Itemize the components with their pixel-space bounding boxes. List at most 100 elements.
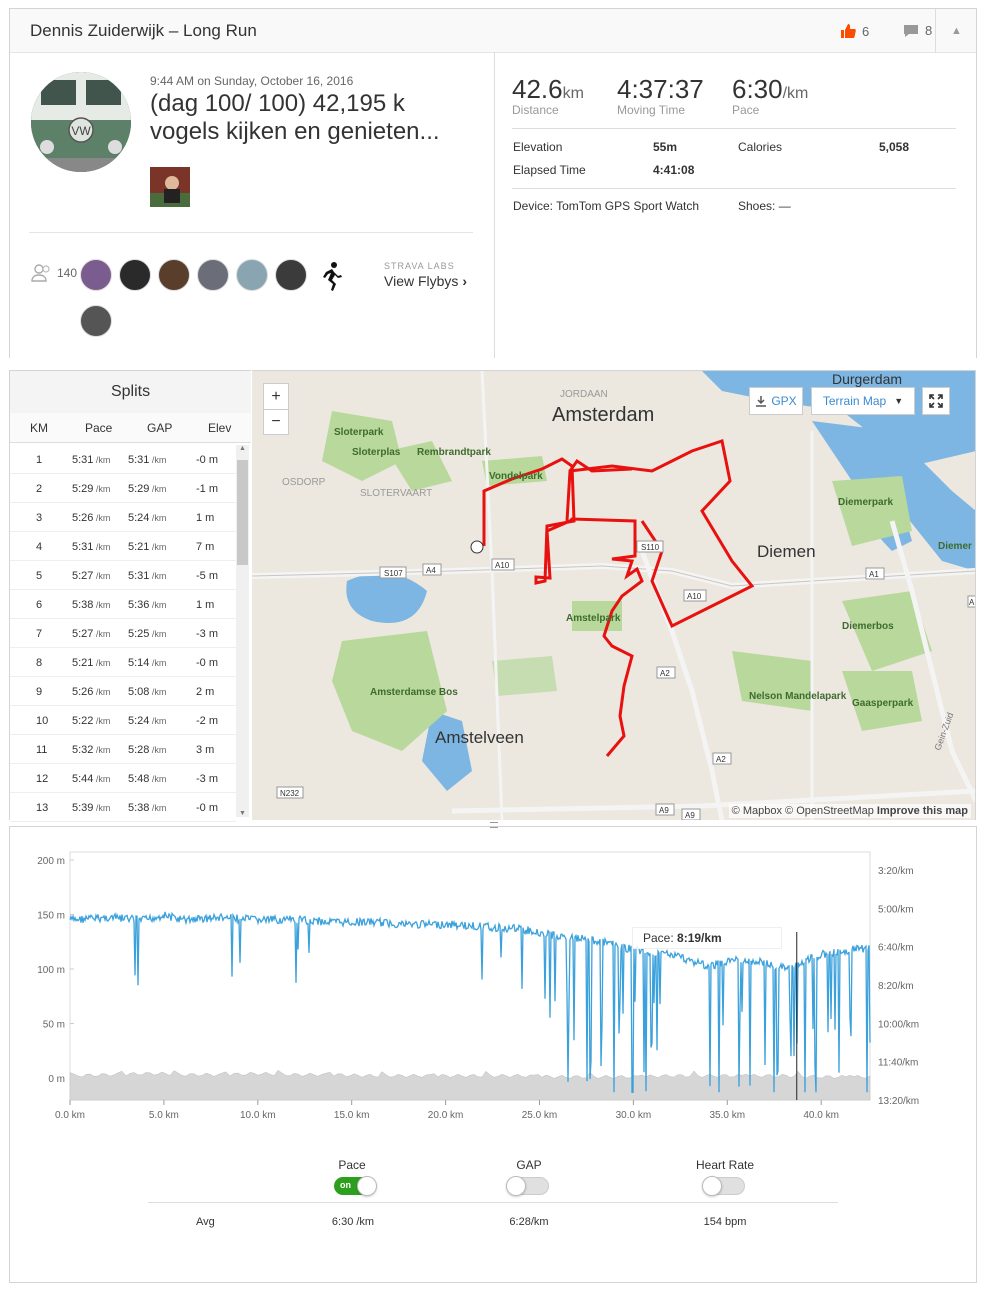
pace-value: 6:30 (732, 74, 783, 104)
split-km: 1 (36, 454, 43, 466)
pace-tooltip: Pace: 8:19/km (632, 927, 782, 949)
y-tick-label: 100 m (37, 965, 65, 976)
kudos-button[interactable]: 6 (840, 23, 869, 39)
y2-tick-label: 3:20/km (878, 866, 914, 877)
place-label: Amstelveen (435, 728, 524, 747)
col-pace: Pace (85, 421, 113, 435)
gap-toggle-label: GAP (516, 1158, 542, 1172)
split-pace: 5:31 /km (72, 454, 111, 466)
athlete-avatar-7[interactable] (80, 305, 112, 337)
x-tick-label: 5.0 km (149, 1110, 179, 1121)
split-pace: 5:38 /km (72, 599, 111, 611)
gap-toggle[interactable] (506, 1176, 549, 1196)
calories-value: 5,058 (879, 140, 910, 154)
split-row[interactable]: 9 5:26 /km 5:08 /km 2 m (10, 677, 236, 706)
x-tick-label: 40.0 km (803, 1110, 839, 1121)
stat-moving-time: 4:37:37 Moving Time (617, 74, 704, 117)
gpx-download-button[interactable]: GPX (749, 387, 803, 415)
split-row[interactable]: 8 5:21 /km 5:14 /km -0 m (10, 648, 236, 677)
place-label: Diemerbos (842, 621, 894, 632)
road-label: A2 (660, 669, 670, 678)
activity-title[interactable]: (dag 100/ 100) 42,195 k vogels kijken en… (150, 90, 440, 145)
split-gap: 5:24 /km (128, 512, 167, 524)
group-athletes[interactable]: 140 (31, 264, 77, 282)
route-map[interactable]: Amsterdam Diemen Amstelveen Durgerdam Sl… (252, 370, 976, 820)
map-attribution: © Mapbox © OpenStreetMap Improve this ma… (728, 804, 971, 818)
athlete-avatar[interactable]: VW (31, 72, 131, 172)
strava-labs-label: STRAVA LABS (384, 261, 455, 271)
zoom-in-button[interactable]: + (264, 384, 288, 410)
resize-handle-icon[interactable] (490, 822, 498, 828)
athlete-avatar-6[interactable] (275, 259, 307, 291)
heart-rate-toggle[interactable] (702, 1176, 745, 1196)
splits-scroll-thumb[interactable] (237, 460, 248, 565)
activity-photo[interactable] (150, 167, 190, 207)
pace-toggle[interactable]: on (334, 1176, 377, 1196)
road-label: S107 (384, 569, 403, 578)
splits-scrollbar[interactable]: ▲ ▼ (236, 445, 249, 817)
split-row[interactable]: 6 5:38 /km 5:36 /km 1 m (10, 590, 236, 619)
road-label: N232 (280, 789, 300, 798)
pace-elevation-chart[interactable]: 200 m 150 m 100 m 50 m 0 m 3:20/km 5:00/km 6:40… (9, 840, 977, 1130)
summary-separator (29, 232, 473, 233)
zoom-out-button[interactable]: − (271, 413, 281, 430)
road-label: A1 (869, 570, 879, 579)
y2-tick-label: 6:40/km (878, 943, 914, 954)
athlete-avatar-2[interactable] (119, 259, 151, 291)
split-gap: 5:31 /km (128, 570, 167, 582)
comments-button[interactable]: 8 (903, 23, 932, 38)
stat-distance: 42.6km Distance (512, 74, 584, 117)
mapbox-attribution[interactable]: © Mapbox (731, 805, 782, 817)
y-tick-label: 0 m (48, 1074, 65, 1085)
split-row[interactable]: 13 5:39 /km 5:38 /km -0 m (10, 793, 236, 822)
fullscreen-button[interactable] (922, 387, 950, 415)
x-tick-label: 30.0 km (616, 1110, 652, 1121)
athlete-avatar-3[interactable] (158, 259, 190, 291)
athlete-avatar-4[interactable] (197, 259, 229, 291)
athlete-avatar-5[interactable] (236, 259, 268, 291)
improve-map-link[interactable]: Improve this map (876, 805, 968, 817)
flybys-link[interactable]: STRAVA LABS View Flybys › (384, 261, 467, 289)
split-gap: 5:48 /km (128, 773, 167, 785)
device-info: Device: TomTom GPS Sport Watch (513, 199, 700, 213)
split-pace: 5:26 /km (72, 686, 111, 698)
caret-up-icon: ▲ (951, 25, 962, 37)
scroll-up-icon[interactable]: ▲ (239, 445, 246, 452)
x-tick-label: 0.0 km (55, 1110, 85, 1121)
split-km: 11 (36, 744, 48, 756)
split-km: 6 (36, 599, 43, 611)
split-row[interactable]: 10 5:22 /km 5:24 /km -2 m (10, 706, 236, 735)
split-pace: 5:27 /km (72, 570, 111, 582)
split-row[interactable]: 1 5:31 /km 5:31 /km -0 m (10, 445, 236, 474)
tooltip-label: Pace: (643, 931, 674, 945)
split-row[interactable]: 2 5:29 /km 5:29 /km -1 m (10, 474, 236, 503)
y-tick-label: 50 m (43, 1020, 65, 1031)
place-label: SLOTERVAART (360, 488, 432, 499)
athlete-avatar-1[interactable] (80, 259, 112, 291)
split-row[interactable]: 7 5:27 /km 5:25 /km -3 m (10, 619, 236, 648)
map-canvas[interactable]: Amsterdam Diemen Amstelveen Durgerdam Sl… (252, 371, 976, 820)
y2-tick-label: 11:40/km (878, 1058, 918, 1069)
split-row[interactable]: 12 5:44 /km 5:48 /km -3 m (10, 764, 236, 793)
pace-line (69, 911, 871, 1093)
x-tick-label: 10.0 km (240, 1110, 276, 1121)
split-row[interactable]: 3 5:26 /km 5:24 /km 1 m (10, 503, 236, 532)
splits-panel: Splits KM Pace GAP Elev 1 5:31 /km 5:31 /k… (9, 370, 251, 822)
scroll-down-icon[interactable]: ▼ (239, 810, 246, 817)
collapse-button[interactable]: ▲ (935, 9, 977, 53)
terrain-map-select[interactable]: Terrain Map ▼ (811, 387, 915, 415)
split-elev: -3 m (196, 628, 218, 640)
activity-date: 9:44 AM on Sunday, October 16, 2016 (150, 74, 354, 88)
split-row[interactable]: 4 5:31 /km 5:21 /km 7 m (10, 532, 236, 561)
split-row[interactable]: 5 5:27 /km 5:31 /km -5 m (10, 561, 236, 590)
place-label: Sloterpark (334, 427, 384, 438)
avg-label: Avg (196, 1216, 215, 1228)
kudos-count: 6 (862, 23, 870, 39)
calories-label: Calories (738, 140, 783, 154)
osm-attribution[interactable]: © OpenStreetMap (785, 805, 874, 817)
split-row[interactable]: 11 5:32 /km 5:28 /km 3 m (10, 735, 236, 764)
place-label: Durgerdam (832, 371, 902, 387)
place-label: Diemer (938, 541, 972, 552)
avg-separator (148, 1202, 838, 1203)
road-label: A10 (495, 561, 510, 570)
